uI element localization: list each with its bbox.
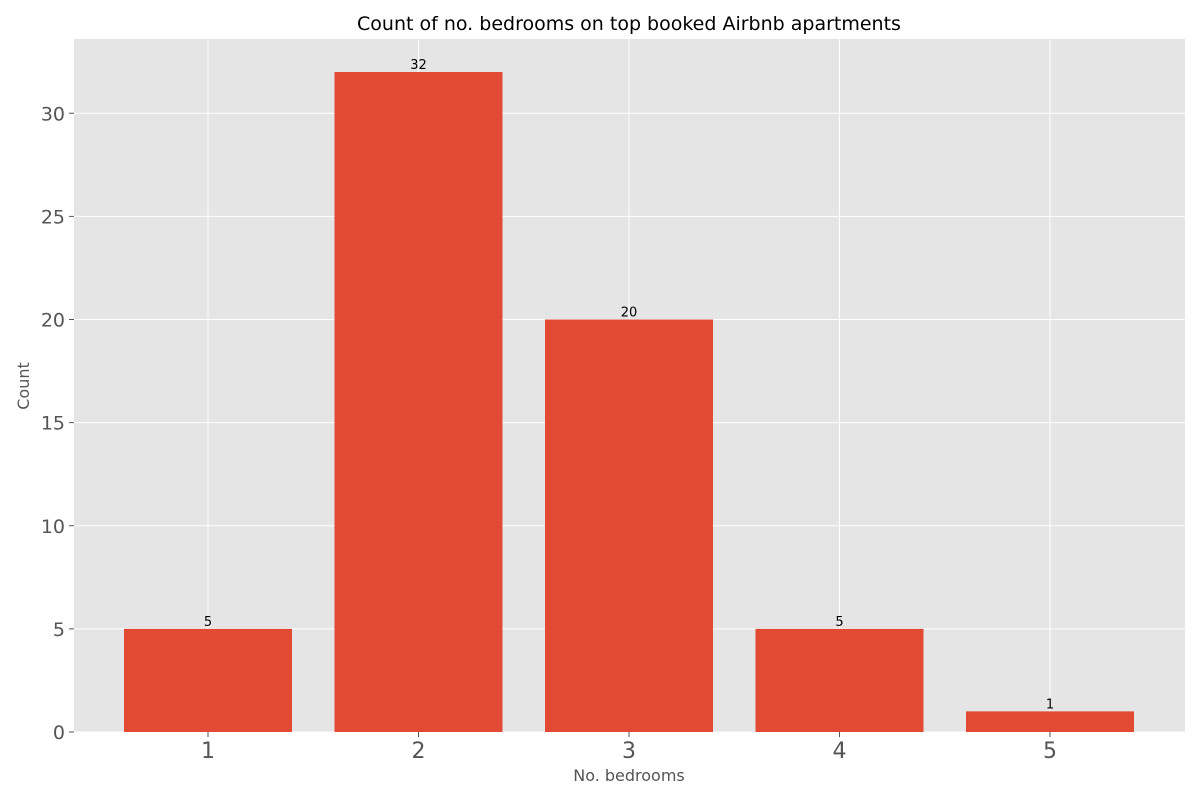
y-tick-label: 25 xyxy=(41,206,65,228)
x-axis-label: No. bedrooms xyxy=(573,766,685,785)
bar xyxy=(966,711,1134,732)
y-tick-label: 30 xyxy=(41,103,65,125)
y-tick-label: 10 xyxy=(41,516,65,538)
data-labels: 5 32 20 5 1 xyxy=(204,58,1054,712)
bar xyxy=(124,628,292,732)
y-axis-label: Count xyxy=(14,362,33,410)
y-tick-label: 20 xyxy=(41,310,65,332)
bar xyxy=(334,72,503,732)
bar-value-label: 5 xyxy=(835,615,843,630)
bar-value-label: 1 xyxy=(1046,697,1054,712)
x-tick-label: 2 xyxy=(412,739,426,764)
bar xyxy=(545,319,713,732)
bar-value-label: 32 xyxy=(410,58,427,73)
x-tick-label: 3 xyxy=(622,739,636,764)
bar xyxy=(755,628,924,732)
bar-value-label: 20 xyxy=(621,306,638,321)
x-tick-label: 1 xyxy=(201,739,215,764)
chart-title: Count of no. bedrooms on top booked Airb… xyxy=(357,13,901,35)
y-tick-label: 0 xyxy=(53,722,65,744)
x-tick-label: 4 xyxy=(833,739,847,764)
y-tick-label: 5 xyxy=(53,619,65,641)
bars xyxy=(124,72,1134,732)
x-tick-label: 5 xyxy=(1043,739,1057,764)
y-tick-label: 15 xyxy=(41,413,65,435)
bar-value-label: 5 xyxy=(204,615,212,630)
